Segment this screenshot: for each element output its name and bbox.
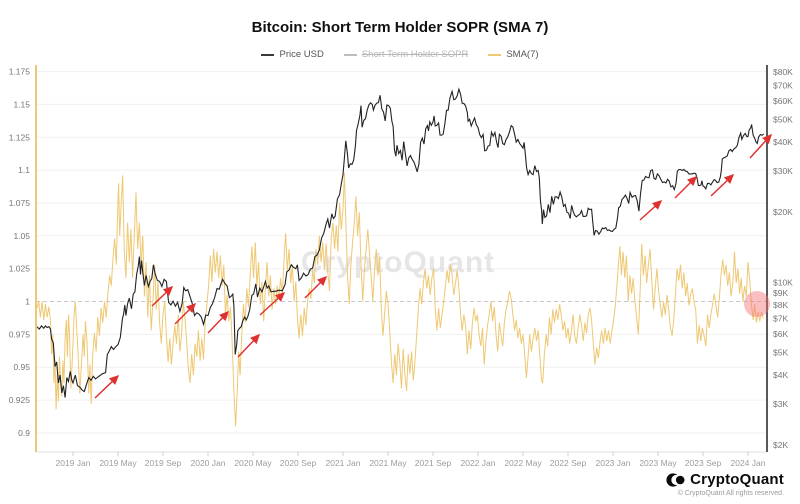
x-axis-tick-label: 2020 Jan [191,458,226,468]
x-axis-tick-label: 2024 Jan [731,458,766,468]
right-axis-tick-label: $8K [773,300,788,310]
brand-name: CryptoQuant [690,471,784,488]
trend-arrow-icon [174,302,197,325]
price-line-series [36,87,765,398]
sma7-line-swatch-icon [488,53,502,56]
left-axis-tick-label: 1.15 [13,99,30,109]
trend-annotations [94,133,773,399]
x-axis-tick-label: 2021 Sep [415,458,452,468]
left-axis-tick-label: 1.025 [9,264,31,274]
sma7-line-series [36,172,764,427]
x-axis: 2019 Jan 2019 May 2019 Sep 2020 Jan 2020 May… [36,451,767,468]
gridlines [36,71,767,434]
left-axis-tick-label: 0.9 [18,428,30,438]
right-axis-tick-label: $6K [773,329,788,339]
trend-arrow-icon [674,175,698,199]
trend-arrow-icon [207,310,230,334]
left-axis-labels: 0.9 0.925 0.95 0.975 1 1.025 1.05 1.075 1.1 1.125… [9,67,31,438]
left-axis-tick-label: 1.05 [13,231,30,241]
copyright-text: © CryptoQuant All rights reserved. [677,490,784,497]
left-axis-tick-label: 0.975 [9,329,31,339]
left-axis-tick-label: 1 [25,297,30,307]
sopr-line-swatch-icon [343,53,357,56]
x-axis-tick-label: 2021 May [369,458,407,468]
x-axis-tick-label: 2023 Jan [596,458,631,468]
legend: Price USD Short Term Holder SOPR SMA(7) [0,49,800,60]
right-axis-tick-label: $5K [773,348,788,358]
right-axis-tick-label: $40K [773,137,793,147]
right-axis-labels: $80K $70K $60K $50K $40K $30K $20K $10K$9K $8K $7… [773,67,793,450]
right-axis-tick-label: $3K [773,399,788,409]
right-axis-tick-label: $7K [773,313,788,323]
x-axis-tick-label: 2020 May [234,458,272,468]
right-axis-tick-label: $10K [773,277,793,287]
x-axis-tick-label: 2020 Sep [280,458,317,468]
x-axis-tick-label: 2022 Sep [550,458,587,468]
x-axis-tick-label: 2022 May [504,458,542,468]
footer: CryptoQuant © CryptoQuant All rights res… [666,471,784,497]
page-title: Bitcoin: Short Term Holder SOPR (SMA 7) [251,19,549,36]
x-axis-tick-label: 2023 Sep [685,458,722,468]
trend-arrow-icon [259,291,286,316]
right-axis-tick-label: $70K [773,81,793,91]
trend-arrow-icon [639,199,663,221]
left-axis-tick-label: 0.925 [9,395,31,405]
right-axis-tick-label: $50K [773,115,793,125]
right-axis-tick-label: $2K [773,440,788,450]
left-axis-tick-label: 1.075 [9,198,31,208]
right-axis-tick-label: $30K [773,166,793,176]
trend-arrow-icon [710,173,735,197]
right-axis-tick-label: $20K [773,207,793,217]
legend-item-sma7[interactable]: SMA(7) [488,49,539,60]
x-axis-tick-label: 2022 Jan [461,458,496,468]
cryptoquant-logo[interactable]: CryptoQuant [666,471,784,488]
trend-arrow-icon [151,285,174,307]
right-axis-tick-label: $4K [773,370,788,380]
right-axis-tick-label: $80K [773,67,793,77]
trend-arrow-icon [749,133,773,159]
x-axis-tick-label: 2019 May [99,458,137,468]
highlight-circle [744,291,770,317]
legend-item-price[interactable]: Price USD [261,49,324,60]
cryptoquant-logo-icon [666,472,685,487]
left-axis-tick-label: 1.1 [18,165,30,175]
left-axis-tick-label: 0.95 [13,362,30,372]
legend-label-sopr: Short Term Holder SOPR [361,49,469,60]
x-axis-tick-label: 2023 May [639,458,677,468]
right-axis-tick-label: $9K [773,288,788,298]
right-axis-tick-label: $60K [773,96,793,106]
legend-label-sma7: SMA(7) [506,49,539,60]
trend-arrow-icon [304,275,328,299]
price-line-swatch-icon [261,53,275,56]
trend-arrow-icon [94,374,120,399]
trend-arrow-icon [237,333,261,358]
watermark-text: CryptoQuant [301,246,495,279]
left-axis-tick-label: 1.125 [9,132,31,142]
x-axis-tick-label: 2021 Jan [326,458,361,468]
x-axis-tick-label: 2019 Sep [145,458,182,468]
legend-label-price: Price USD [279,49,324,60]
legend-item-sopr[interactable]: Short Term Holder SOPR [343,49,469,60]
x-axis-tick-label: 2019 Jan [56,458,91,468]
left-axis-tick-label: 1.175 [9,67,31,77]
